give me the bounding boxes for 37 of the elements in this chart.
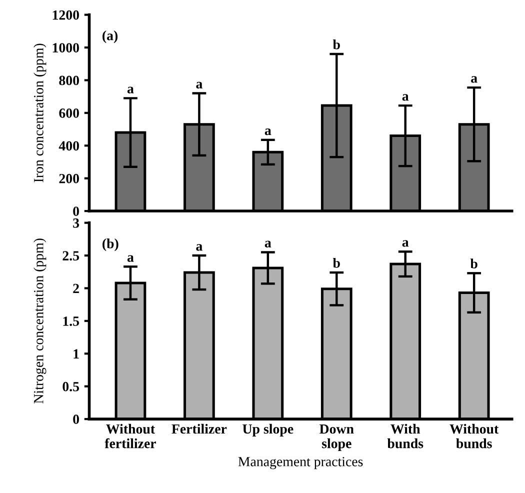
annotation: b — [332, 258, 340, 268]
annotation: a — [196, 244, 202, 251]
annotation: b — [332, 39, 340, 50]
y-tick-label: 2 — [73, 284, 79, 294]
x-axis-title: Management practices — [238, 456, 363, 470]
x-tick-label: Up slope — [242, 424, 294, 437]
annotation: a — [264, 128, 272, 136]
y-tick-label: 1 — [74, 349, 79, 358]
x-tick-label: Without fertilizer — [104, 424, 156, 448]
y-tick-label: 2.5 — [62, 251, 80, 261]
y-axis-title: Iron concentration (ppm) — [34, 44, 46, 182]
annotation: a — [402, 240, 409, 247]
y-tick-label: 0 — [73, 206, 79, 216]
y-tick-label: 600 — [59, 108, 79, 118]
y-tick-label: 0.5 — [62, 382, 80, 392]
y-tick-label: 1200 — [52, 10, 79, 20]
y-tick-label: 1000 — [52, 43, 79, 52]
annotation: a — [196, 82, 202, 89]
y-tick-label: 800 — [59, 76, 79, 86]
x-tick-label: Down slope — [320, 424, 354, 452]
y-tick-label: 0 — [73, 414, 79, 424]
y-axis-title: Nitrogen concentration (ppm) — [34, 238, 46, 404]
annotation: (b) — [102, 238, 118, 252]
y-tick-label: 3 — [73, 218, 80, 228]
y-tick-label: 400 — [58, 141, 79, 151]
annotation: a — [127, 86, 134, 94]
annotation: a — [402, 94, 409, 101]
x-tick-label: With bunds — [387, 424, 424, 448]
annotation: b — [470, 258, 478, 268]
x-tick-label: Without bunds — [450, 424, 499, 448]
annotation: (a) — [102, 30, 118, 44]
x-tick-label: Fertilizer — [172, 424, 227, 434]
annotation: a — [127, 255, 134, 262]
annotation: a — [264, 240, 272, 248]
annotation: a — [471, 76, 478, 83]
y-tick-label: 1.5 — [63, 316, 80, 326]
y-tick-label: 200 — [59, 174, 79, 184]
